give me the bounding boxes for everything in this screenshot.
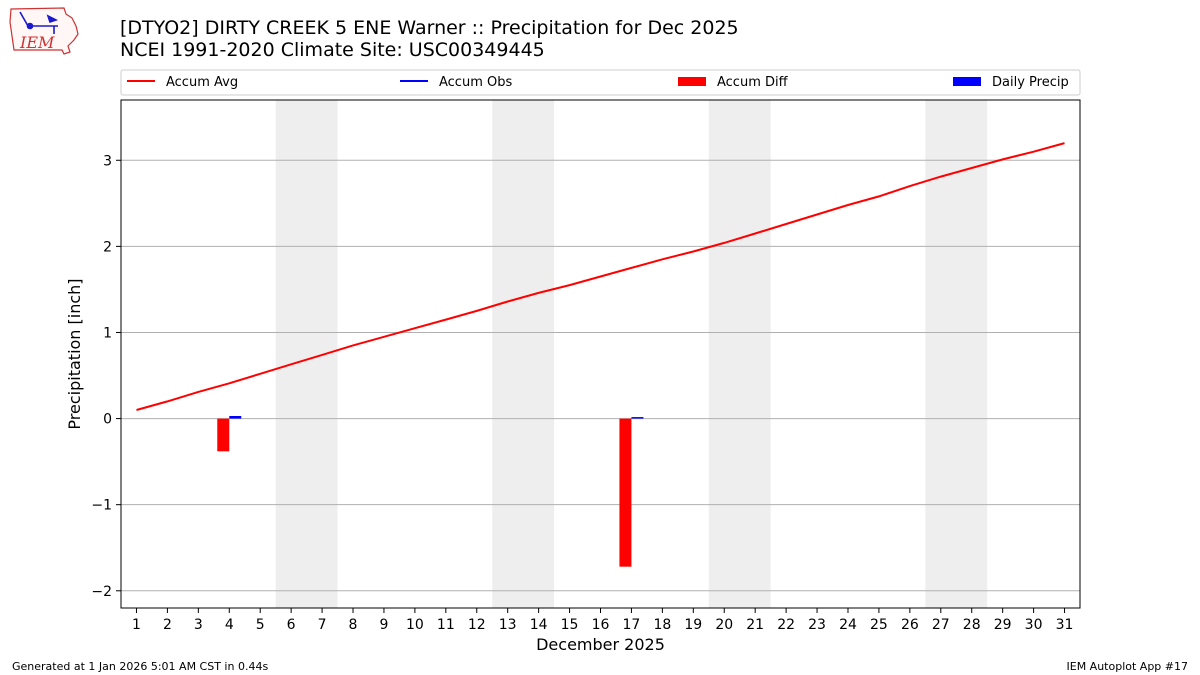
x-tick-label: 3 (194, 617, 203, 633)
weekend-shading (275, 100, 988, 608)
x-tick-label: 7 (318, 617, 327, 633)
x-tick-label: 23 (808, 617, 826, 633)
x-tick-label: 12 (468, 617, 486, 633)
x-tick-label: 22 (777, 617, 795, 633)
x-tick-label: 10 (406, 617, 424, 633)
legend-label-accum-diff: Accum Diff (717, 75, 789, 90)
x-axis-ticks: 1 2 3 4 5 6 7 8 9 10 11 12 13 14 15 16 17 18 19 20 21 22 23 24 2… (132, 608, 1073, 633)
x-tick-label: 11 (437, 617, 455, 633)
legend-label-accum-obs: Accum Obs (439, 75, 512, 90)
chart-subtitle: NCEI 1991-2020 Climate Site: USC00349445 (120, 39, 545, 61)
x-tick-label: 9 (379, 617, 388, 633)
x-tick-label: 4 (225, 617, 234, 633)
weekend-span (492, 100, 555, 608)
y-tick-label: 2 (103, 239, 112, 255)
weather-station-icon (19, 11, 59, 34)
x-tick-label: 18 (653, 617, 671, 633)
x-tick-label: 27 (932, 617, 950, 633)
y-tick-label: 1 (103, 325, 112, 341)
x-tick-label: 16 (592, 617, 610, 633)
x-tick-label: 28 (963, 617, 981, 633)
legend-box (120, 69, 1081, 96)
bar-marks (217, 415, 644, 567)
iem-logo: IEM (9, 7, 79, 55)
daily-precip-bar (631, 417, 644, 419)
x-tick-label: 25 (870, 617, 888, 633)
x-tick-label: 29 (994, 617, 1012, 633)
y-gridlines (121, 159, 1080, 592)
legend-swatch-accum-diff (678, 77, 706, 86)
x-tick-label: 31 (1056, 617, 1074, 633)
x-tick-label: 5 (256, 617, 265, 633)
x-axis-label: December 2025 (536, 635, 665, 654)
x-tick-label: 20 (715, 617, 733, 633)
y-axis-label: Precipitation [inch] (65, 278, 84, 429)
generated-timestamp: Generated at 1 Jan 2026 5:01 AM CST in 0… (12, 660, 269, 673)
chart-legend: Accum Avg Accum Obs Accum Diff Daily Precip (120, 69, 1081, 96)
x-tick-label: 21 (746, 617, 764, 633)
y-tick-label: −2 (91, 584, 112, 600)
x-tick-label: 15 (561, 617, 579, 633)
x-tick-label: 19 (684, 617, 702, 633)
x-tick-label: 30 (1025, 617, 1043, 633)
x-tick-label: 14 (530, 617, 548, 633)
app-label: IEM Autoplot App #17 (1066, 660, 1189, 673)
y-tick-label: 3 (103, 153, 112, 169)
weekend-span (925, 100, 988, 608)
x-tick-label: 13 (499, 617, 517, 633)
logo-text: IEM (19, 33, 55, 52)
y-tick-label: −1 (91, 498, 112, 514)
legend-label-accum-avg: Accum Avg (166, 75, 238, 90)
x-tick-label: 17 (623, 617, 641, 633)
y-axis-ticks: −2 −1 0 1 2 3 (91, 153, 121, 600)
iowa-outline-shape (9, 7, 79, 55)
accum-avg-line (136, 142, 1065, 411)
y-tick-label: 0 (103, 412, 112, 428)
x-tick-label: 2 (163, 617, 172, 633)
legend-label-daily-precip: Daily Precip (992, 75, 1069, 90)
x-tick-label: 26 (901, 617, 919, 633)
legend-swatch-daily-precip (953, 77, 981, 86)
accum-diff-bar (619, 418, 632, 567)
weekend-span (708, 100, 771, 608)
x-tick-label: 6 (287, 617, 296, 633)
line-marks (136, 142, 1065, 411)
x-tick-label: 8 (349, 617, 358, 633)
x-tick-label: 1 (132, 617, 141, 633)
accum-diff-bar (217, 418, 230, 452)
chart-title: [DTYO2] DIRTY CREEK 5 ENE Warner :: Prec… (120, 17, 739, 39)
daily-precip-bar (229, 415, 242, 419)
x-tick-label: 24 (839, 617, 857, 633)
